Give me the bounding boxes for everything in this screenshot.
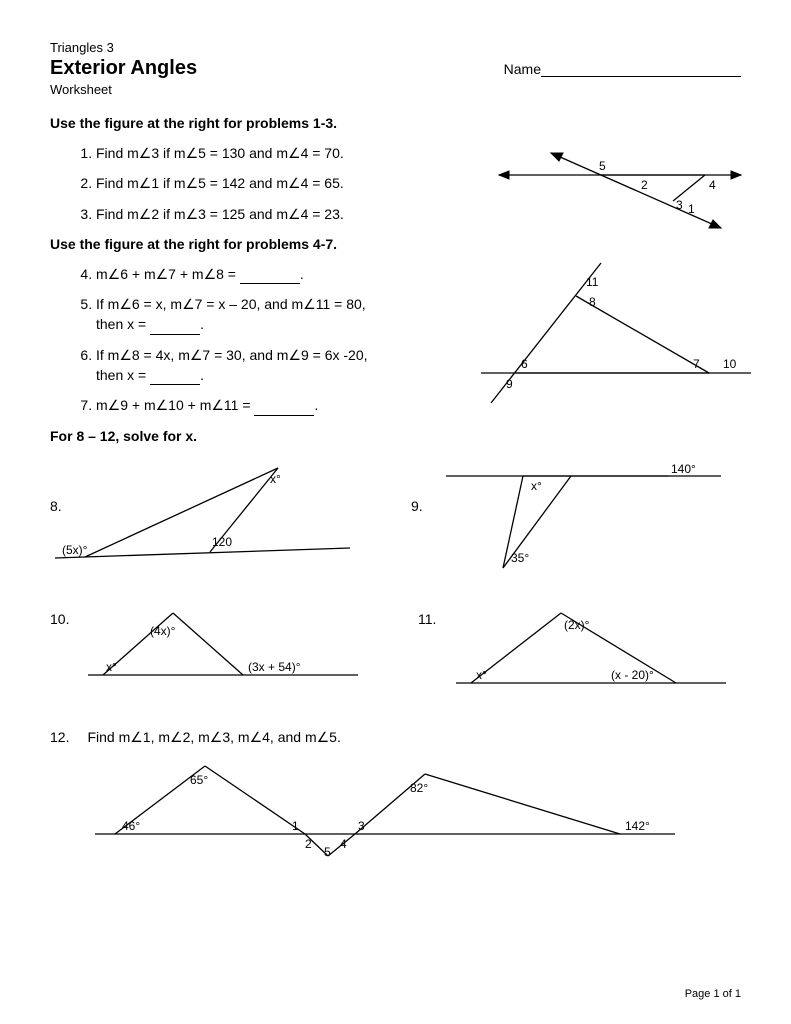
problem-12-container: 12. Find m∠1, m∠2, m∠3, m∠4, and m∠5. 65… — [50, 729, 741, 867]
label-8: 8. — [50, 498, 62, 514]
blank-5[interactable] — [150, 334, 200, 335]
problem-10-container: 10. (4x)° x° (3x + 54)° — [50, 603, 378, 701]
problem-12-text: Find m∠1, m∠2, m∠3, m∠4, and m∠5. — [87, 729, 340, 746]
fig8-c: (5x)° — [62, 543, 88, 557]
name-line[interactable] — [541, 76, 741, 77]
fig10-c: (3x + 54)° — [248, 660, 301, 674]
figure-10: (4x)° x° (3x + 54)° — [78, 603, 378, 693]
header-sub: Worksheet — [50, 82, 741, 97]
blank-4[interactable] — [240, 283, 300, 284]
fig12-l1: 1 — [292, 819, 299, 833]
problem-9-container: 9. x° 140° 35° — [411, 458, 741, 581]
instruction-3: For 8 – 12, solve for x. — [50, 428, 741, 444]
figure-8: x° 120 (5x)° — [50, 458, 360, 568]
fig12-l4: 4 — [340, 837, 347, 851]
figure-12: 65° 46° 1 2 5 4 3 82° 142° — [80, 754, 700, 864]
page-title: Exterior Angles — [50, 57, 197, 80]
figure-11: (2x)° x° (x - 20)° — [446, 603, 746, 698]
figure-9: x° 140° 35° — [431, 458, 741, 578]
p5-text-a: If m∠6 = x, m∠7 = x – 20, and m∠11 = 80, — [96, 296, 366, 312]
label-11: 11. — [418, 611, 436, 627]
name-field: Name — [504, 61, 741, 77]
figure-1: 5 2 4 3 1 — [491, 143, 751, 243]
fig2-l6: 6 — [521, 357, 528, 371]
p6-text-b: then x = — [96, 367, 150, 383]
fig8-a: x° — [270, 472, 281, 486]
name-label: Name — [504, 61, 541, 77]
fig12-l2: 2 — [305, 837, 312, 851]
label-9: 9. — [411, 498, 423, 514]
p7-text: m∠9 + m∠10 + m∠11 = — [96, 397, 254, 413]
fig1-l1: 1 — [688, 202, 695, 216]
blank-6[interactable] — [150, 384, 200, 385]
fig11-c: (x - 20)° — [611, 668, 654, 682]
fig11-a: (2x)° — [564, 618, 590, 632]
fig11-b: x° — [476, 668, 487, 682]
fig1-l3: 3 — [676, 198, 683, 212]
p5-text-b: then x = — [96, 316, 150, 332]
row-10-11: 10. (4x)° x° (3x + 54)° 11. (2x)° x° (x … — [50, 603, 741, 701]
fig1-l5: 5 — [599, 159, 606, 173]
fig12-d: 142° — [625, 819, 650, 833]
section-2: Use the figure at the right for problems… — [50, 236, 741, 416]
fig8-b: 120 — [212, 535, 232, 549]
instruction-2: Use the figure at the right for problems… — [50, 236, 741, 252]
header-pre: Triangles 3 — [50, 40, 741, 55]
figure-2: 11 8 6 7 10 9 — [471, 258, 761, 408]
label-12: 12. — [50, 729, 69, 746]
fig12-c: 82° — [410, 781, 428, 795]
p6-text-a: If m∠8 = 4x, m∠7 = 30, and m∠9 = 6x -20, — [96, 347, 368, 363]
fig10-b: x° — [106, 660, 117, 674]
fig2-l8: 8 — [589, 295, 596, 309]
header-row: Exterior Angles Name — [50, 57, 741, 80]
p4-text: m∠6 + m∠7 + m∠8 = — [96, 266, 240, 282]
fig12-b: 46° — [122, 819, 140, 833]
fig12-l3: 3 — [358, 819, 365, 833]
label-10: 10. — [50, 611, 69, 627]
fig9-a: x° — [531, 479, 542, 493]
fig2-l7: 7 — [693, 357, 700, 371]
fig10-a: (4x)° — [150, 624, 176, 638]
row-8-9: 8. x° 120 (5x)° 9. x° 140° 35° — [50, 458, 741, 581]
fig12-a: 65° — [190, 773, 208, 787]
page-footer: Page 1 of 1 — [685, 988, 741, 1000]
fig1-l4: 4 — [709, 178, 716, 192]
blank-7[interactable] — [254, 415, 314, 416]
fig2-l10: 10 — [723, 357, 737, 371]
fig12-l5: 5 — [324, 845, 331, 859]
problem-11-container: 11. (2x)° x° (x - 20)° — [418, 603, 746, 701]
fig1-l2: 2 — [641, 178, 648, 192]
fig9-b: 140° — [671, 462, 696, 476]
problem-8-container: 8. x° 120 (5x)° — [50, 458, 371, 581]
fig2-l11: 11 — [586, 275, 599, 289]
section-1: Use the figure at the right for problems… — [50, 115, 741, 224]
fig2-l9: 9 — [506, 377, 513, 391]
instruction-1: Use the figure at the right for problems… — [50, 115, 741, 131]
fig9-c: 35° — [511, 551, 529, 565]
